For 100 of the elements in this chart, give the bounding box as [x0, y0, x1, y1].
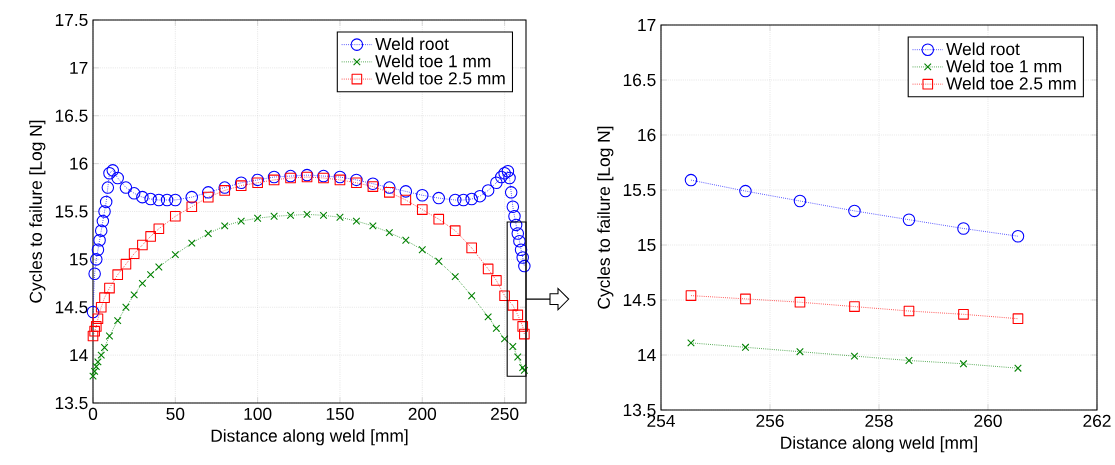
- legend-label: Weld root: [946, 42, 1020, 56]
- y-tick-label: 16.5: [55, 109, 88, 122]
- legend-label: Weld toe 2.5 mm: [375, 71, 505, 85]
- point: [959, 359, 968, 368]
- point: [86, 305, 100, 319]
- y-tick-label: 15: [70, 253, 88, 266]
- point: [350, 173, 363, 187]
- point: [352, 217, 361, 225]
- point: [100, 343, 109, 352]
- point: [201, 186, 215, 199]
- point: [98, 205, 111, 218]
- point: [145, 231, 156, 242]
- point: [127, 187, 141, 200]
- point: [508, 342, 517, 351]
- x-tick-label: 100: [244, 407, 272, 420]
- point: [155, 263, 163, 271]
- point: [106, 164, 120, 177]
- point: [451, 272, 460, 281]
- point: [218, 181, 231, 194]
- point: [466, 242, 478, 254]
- point: [520, 366, 529, 375]
- point: [793, 194, 807, 208]
- point: [503, 171, 516, 185]
- y-tick-label: 14.5: [55, 301, 88, 314]
- point: [741, 343, 750, 352]
- point: [253, 214, 262, 223]
- y-tick-label: 15: [638, 238, 656, 252]
- point: [400, 194, 412, 206]
- point: [94, 224, 108, 237]
- point: [1011, 229, 1025, 243]
- point: [433, 213, 445, 225]
- point: [136, 190, 149, 204]
- point: [506, 200, 520, 213]
- point: [220, 222, 229, 230]
- point: [434, 257, 443, 266]
- y-tick-label: 17: [70, 61, 88, 74]
- point: [90, 253, 103, 266]
- point: [187, 239, 196, 247]
- point: [508, 210, 521, 223]
- y-tick-label: 15.5: [55, 205, 88, 218]
- x-tick-label: 200: [408, 407, 437, 420]
- point: [492, 324, 501, 333]
- point: [90, 367, 99, 376]
- point: [92, 362, 101, 371]
- point: [270, 212, 278, 221]
- point: [416, 204, 428, 215]
- x-tick-label: 256: [756, 414, 784, 427]
- point: [517, 321, 529, 332]
- legend-label: Weld toe 1 mm: [946, 59, 1062, 73]
- point: [286, 211, 295, 220]
- point: [384, 187, 395, 198]
- point: [903, 305, 915, 317]
- point: [94, 357, 102, 366]
- point: [957, 222, 970, 235]
- point: [401, 236, 410, 245]
- point: [519, 328, 530, 340]
- point: [499, 290, 510, 302]
- y-tick-label: 17.5: [55, 13, 88, 27]
- point: [449, 225, 461, 236]
- point: [202, 191, 214, 203]
- point: [160, 193, 174, 207]
- y-tick-label: 16.5: [623, 73, 656, 87]
- point: [740, 293, 751, 305]
- point: [902, 213, 916, 226]
- point: [120, 258, 132, 270]
- point: [99, 292, 110, 304]
- point: [504, 186, 518, 199]
- point: [97, 351, 106, 359]
- point: [103, 166, 116, 180]
- x-tick-label: 150: [326, 407, 354, 420]
- point: [169, 210, 181, 222]
- point: [153, 223, 165, 235]
- point: [500, 335, 509, 343]
- point: [399, 185, 413, 198]
- point: [93, 233, 106, 247]
- y-tick-label: 13.5: [55, 396, 88, 410]
- point: [319, 211, 328, 220]
- point: [467, 291, 476, 300]
- y-tick-label: 14.5: [623, 293, 656, 307]
- point: [739, 184, 752, 198]
- point: [507, 299, 519, 311]
- point: [112, 269, 124, 281]
- point: [122, 303, 130, 312]
- point: [303, 210, 311, 219]
- y-tick-label: 14: [638, 349, 656, 361]
- point: [849, 301, 860, 312]
- point: [498, 166, 511, 180]
- point: [481, 184, 495, 197]
- point: [95, 301, 107, 313]
- point: [101, 181, 115, 194]
- point: [111, 171, 124, 185]
- point: [87, 330, 99, 342]
- point: [518, 363, 527, 372]
- point: [252, 177, 263, 189]
- point: [1014, 364, 1022, 373]
- point: [796, 347, 804, 356]
- point: [687, 339, 695, 347]
- point: [511, 227, 525, 240]
- point: [105, 332, 114, 340]
- point: [513, 234, 526, 248]
